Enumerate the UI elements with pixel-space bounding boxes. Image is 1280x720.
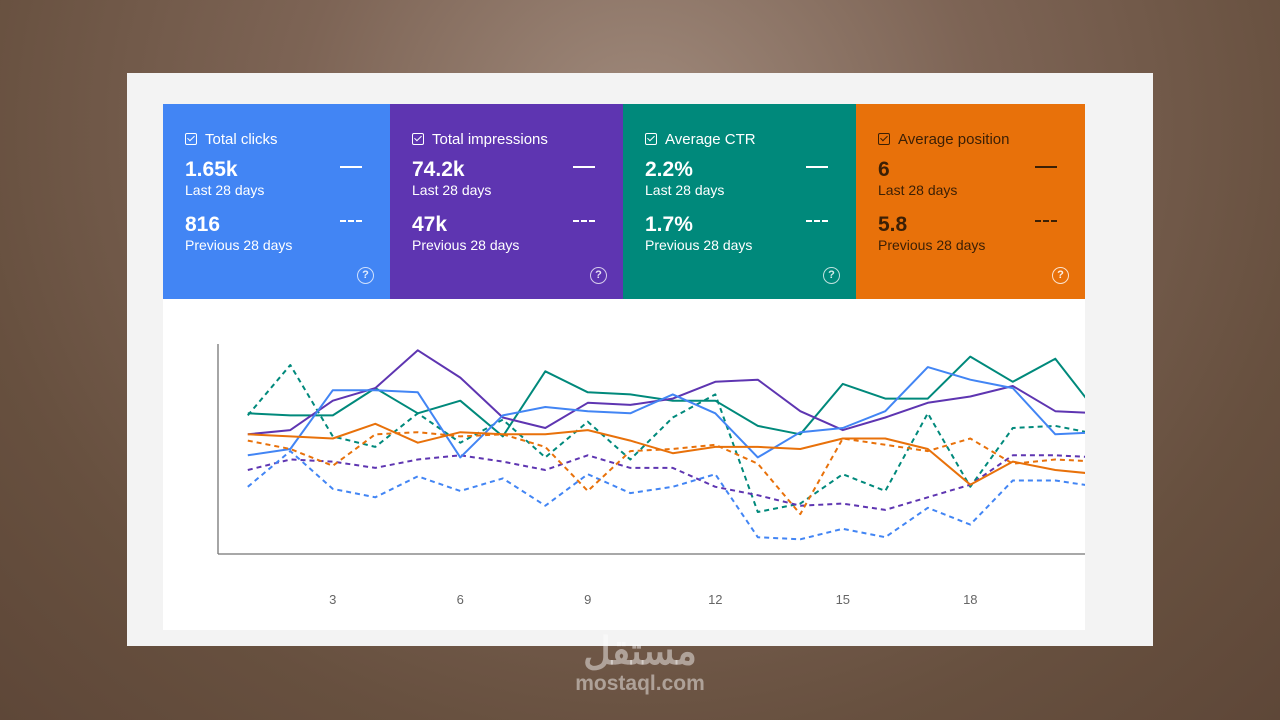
x-tick-labels: 3 6 9 12 15 18 — [329, 592, 977, 607]
series-line-6[interactable] — [247, 450, 1085, 541]
previous-value: 47k — [412, 213, 448, 236]
current-label: Last 28 days — [185, 182, 265, 198]
x-tick-label: 9 — [584, 592, 591, 607]
checkbox-icon[interactable] — [645, 133, 657, 145]
card-title: Average CTR — [665, 130, 756, 148]
card-title: Total impressions — [432, 130, 548, 148]
card-header: Average position — [878, 130, 1085, 148]
previous-label: Previous 28 days — [412, 237, 520, 253]
card-title: Average position — [898, 130, 1010, 148]
previous-label: Previous 28 days — [878, 237, 986, 253]
metric-card-total-clicks[interactable]: Total clicks 1.65k Last 28 days 816 Prev… — [163, 104, 390, 299]
performance-panel: Total clicks 1.65k Last 28 days 816 Prev… — [163, 104, 1085, 630]
card-header: Total clicks — [185, 130, 390, 148]
current-label: Last 28 days — [645, 182, 725, 198]
current-value: 2.2% — [645, 158, 693, 181]
previous-label: Previous 28 days — [645, 237, 753, 253]
current-value: 1.65k — [185, 158, 238, 181]
watermark-arabic-text: مستقل — [583, 631, 697, 673]
previous-value: 816 — [185, 213, 221, 236]
help-icon[interactable]: ? — [590, 267, 607, 284]
current-value: 6 — [878, 158, 890, 181]
series-line-7[interactable] — [247, 422, 1085, 486]
current-label: Last 28 days — [878, 182, 958, 198]
checkbox-icon[interactable] — [878, 133, 890, 145]
series-line-8[interactable] — [247, 431, 1085, 516]
checkbox-icon[interactable] — [185, 133, 197, 145]
x-tick-label: 18 — [963, 592, 977, 607]
series-line-4[interactable] — [247, 454, 1085, 511]
series-line-5[interactable] — [247, 366, 1085, 459]
dashed-line-legend-icon — [340, 220, 362, 222]
previous-value: 1.7% — [645, 213, 693, 236]
help-icon[interactable]: ? — [1052, 267, 1069, 284]
series-line-1[interactable] — [247, 355, 1085, 438]
x-tick-label: 12 — [708, 592, 722, 607]
card-header: Average CTR — [645, 130, 856, 148]
card-header: Total impressions — [412, 130, 623, 148]
previous-value: 5.8 — [878, 213, 908, 236]
watermark-latin-text: mostaql.com — [575, 672, 705, 695]
solid-line-legend-icon — [806, 166, 828, 168]
report-frame: Total clicks 1.65k Last 28 days 816 Prev… — [127, 73, 1153, 646]
card-title: Total clicks — [205, 130, 278, 148]
series-line-2[interactable] — [247, 364, 1085, 513]
mostaql-watermark: مستقل mostaql.com — [540, 632, 740, 696]
current-value: 74.2k — [412, 158, 465, 181]
solid-line-legend-icon — [573, 166, 595, 168]
checkbox-icon[interactable] — [412, 133, 424, 145]
solid-line-legend-icon — [1035, 166, 1057, 168]
x-tick-label: 3 — [329, 592, 336, 607]
solid-line-legend-icon — [340, 166, 362, 168]
performance-line-chart[interactable]: 3 6 9 12 15 18 — [163, 299, 1085, 630]
series-layer — [247, 349, 1085, 541]
x-tick-label: 15 — [836, 592, 850, 607]
help-icon[interactable]: ? — [823, 267, 840, 284]
series-line-3[interactable] — [247, 349, 1085, 436]
metric-card-total-impressions[interactable]: Total impressions 74.2k Last 28 days 47k… — [390, 104, 623, 299]
dashed-line-legend-icon — [806, 220, 828, 222]
metric-card-average-position[interactable]: Average position 6 Last 28 days 5.8 Prev… — [856, 104, 1085, 299]
previous-label: Previous 28 days — [185, 237, 293, 253]
x-tick-label: 6 — [457, 592, 464, 607]
dashed-line-legend-icon — [1035, 220, 1057, 222]
metric-card-average-ctr[interactable]: Average CTR 2.2% Last 28 days 1.7% Previ… — [623, 104, 856, 299]
current-label: Last 28 days — [412, 182, 492, 198]
dashed-line-legend-icon — [573, 220, 595, 222]
help-icon[interactable]: ? — [357, 267, 374, 284]
